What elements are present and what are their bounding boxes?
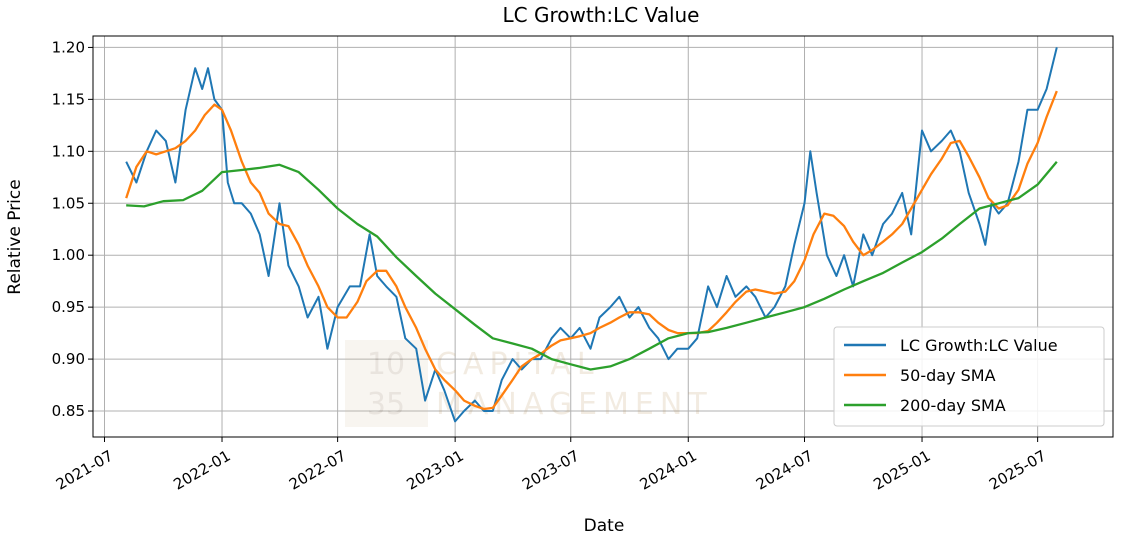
y-tick-label: 1.00 xyxy=(52,246,85,264)
watermark-logo-line2: 35 xyxy=(367,387,405,422)
y-tick-label: 1.20 xyxy=(52,38,85,56)
y-tick-label: 0.85 xyxy=(52,402,85,420)
series-layer xyxy=(125,47,1058,423)
watermark-logo-box xyxy=(345,340,428,427)
y-tick-label: 1.10 xyxy=(52,142,85,160)
series-50-day-sma-line xyxy=(125,90,1058,411)
legend-label: LC Growth:LC Value xyxy=(900,336,1058,355)
plot-frame xyxy=(92,35,1114,438)
legend-box xyxy=(833,326,1105,427)
series-growth-value-line xyxy=(125,47,1058,423)
series-200-day-sma-line xyxy=(126,160,1058,371)
watermark: 10 35 CAPITAL MANAGEMENT xyxy=(345,340,713,427)
y-axis: 0.85 0.90 0.95 1.00 1.05 1.10 1.15 1.20 xyxy=(52,38,93,420)
y-tick-label: 1.05 xyxy=(52,194,85,212)
legend: LC Growth:LC Value 50-day SMA 200-day SMA xyxy=(833,326,1105,427)
watermark-name-line2: MANAGEMENT xyxy=(436,387,713,422)
watermark-logo-line1: 10 xyxy=(367,347,405,382)
x-axis-label: Date xyxy=(584,516,625,536)
y-tick-label: 1.15 xyxy=(52,90,85,108)
y-axis-label: Relative Price xyxy=(5,179,25,294)
y-tick-label: 0.90 xyxy=(52,350,85,368)
y-tick-label: 0.95 xyxy=(52,298,85,316)
legend-label: 200-day SMA xyxy=(900,396,1006,415)
legend-label: 50-day SMA xyxy=(900,366,996,385)
chart-title: LC Growth:LC Value xyxy=(503,3,700,27)
